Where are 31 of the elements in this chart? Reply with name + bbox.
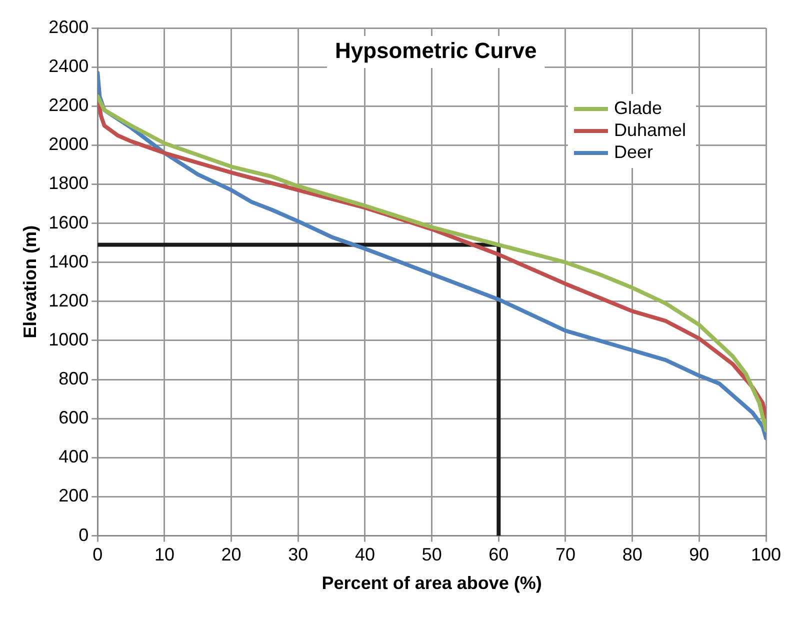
legend-label: Duhamel: [614, 120, 686, 140]
x-tick-label: 60: [488, 544, 509, 565]
y-tick-label: 1000: [48, 329, 89, 350]
y-tick-label: 600: [58, 408, 89, 428]
x-tick-label: 80: [622, 544, 642, 565]
y-tick-label: 0: [78, 524, 89, 545]
y-tick-label: 400: [58, 446, 89, 467]
y-tick-label: 1800: [48, 173, 89, 194]
y-tick-label: 2000: [48, 134, 89, 154]
x-tick-label: 10: [154, 544, 174, 565]
text: Hypsometric Curve: [334, 38, 537, 64]
y-tick-label: 1400: [48, 251, 89, 272]
y-tick-label: 200: [58, 486, 89, 506]
x-tick-label: 40: [354, 544, 375, 565]
x-tick-label: 30: [288, 544, 308, 565]
y-tick-label: 1600: [48, 212, 89, 232]
y-tick-label: 1200: [48, 290, 89, 310]
y-tick-label: 2400: [48, 56, 89, 76]
x-axis-title: Percent of area above (%): [322, 573, 542, 594]
x-tick-label: 0: [92, 544, 103, 565]
x-tick-label: 20: [221, 544, 242, 565]
x-tick-label: 70: [555, 544, 576, 565]
y-tick-label: 800: [58, 368, 89, 389]
x-tick-label: 90: [689, 544, 710, 565]
x-tick-label: 100: [750, 544, 782, 565]
x-tick-label: 50: [422, 544, 442, 565]
legend-label: Glade: [614, 98, 662, 118]
y-tick-label: 2600: [48, 16, 89, 37]
legend-label: Deer: [614, 142, 653, 162]
y-axis-title: Elevation (m): [20, 225, 40, 338]
y-tick-label: 2200: [48, 95, 89, 116]
